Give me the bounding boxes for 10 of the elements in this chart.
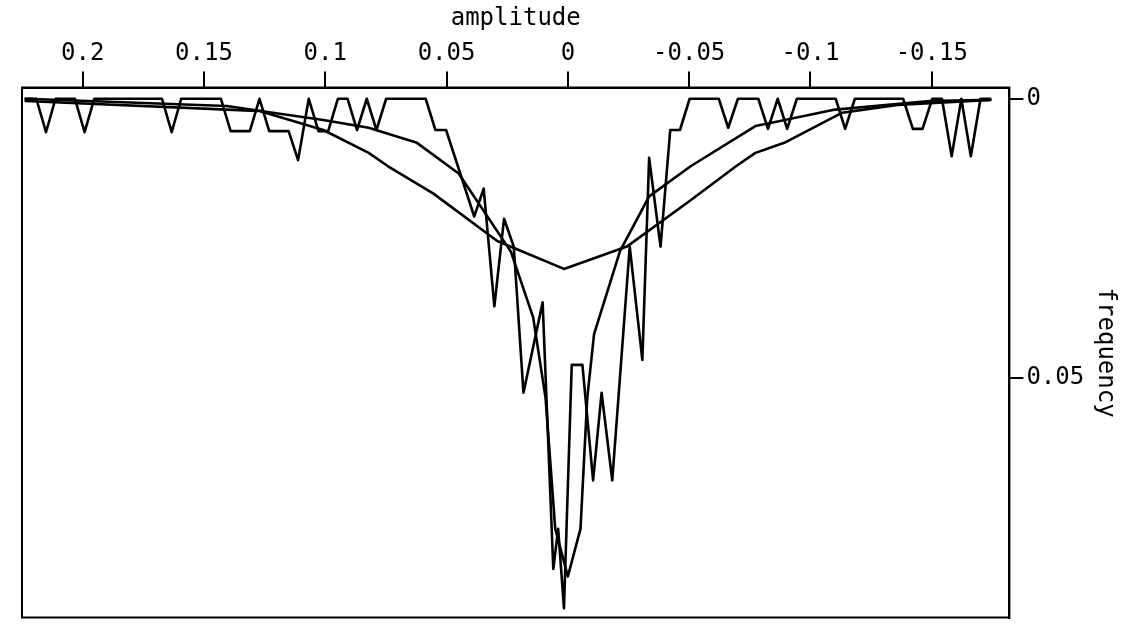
- x-tick-label: -0.15: [895, 38, 968, 67]
- y-axis-title: frequency: [1093, 287, 1122, 418]
- x-tick-label: 0.05: [417, 38, 476, 67]
- x-tick-label: -0.05: [653, 38, 726, 67]
- x-tick-label: 0.15: [175, 38, 233, 67]
- x-tick-label: -0.1: [781, 38, 840, 67]
- x-axis-title: amplitude: [450, 2, 581, 31]
- x-tick-label: 0.1: [303, 38, 347, 67]
- x-tick-label: 0: [560, 38, 576, 67]
- x-tick-label: 0.2: [60, 38, 105, 67]
